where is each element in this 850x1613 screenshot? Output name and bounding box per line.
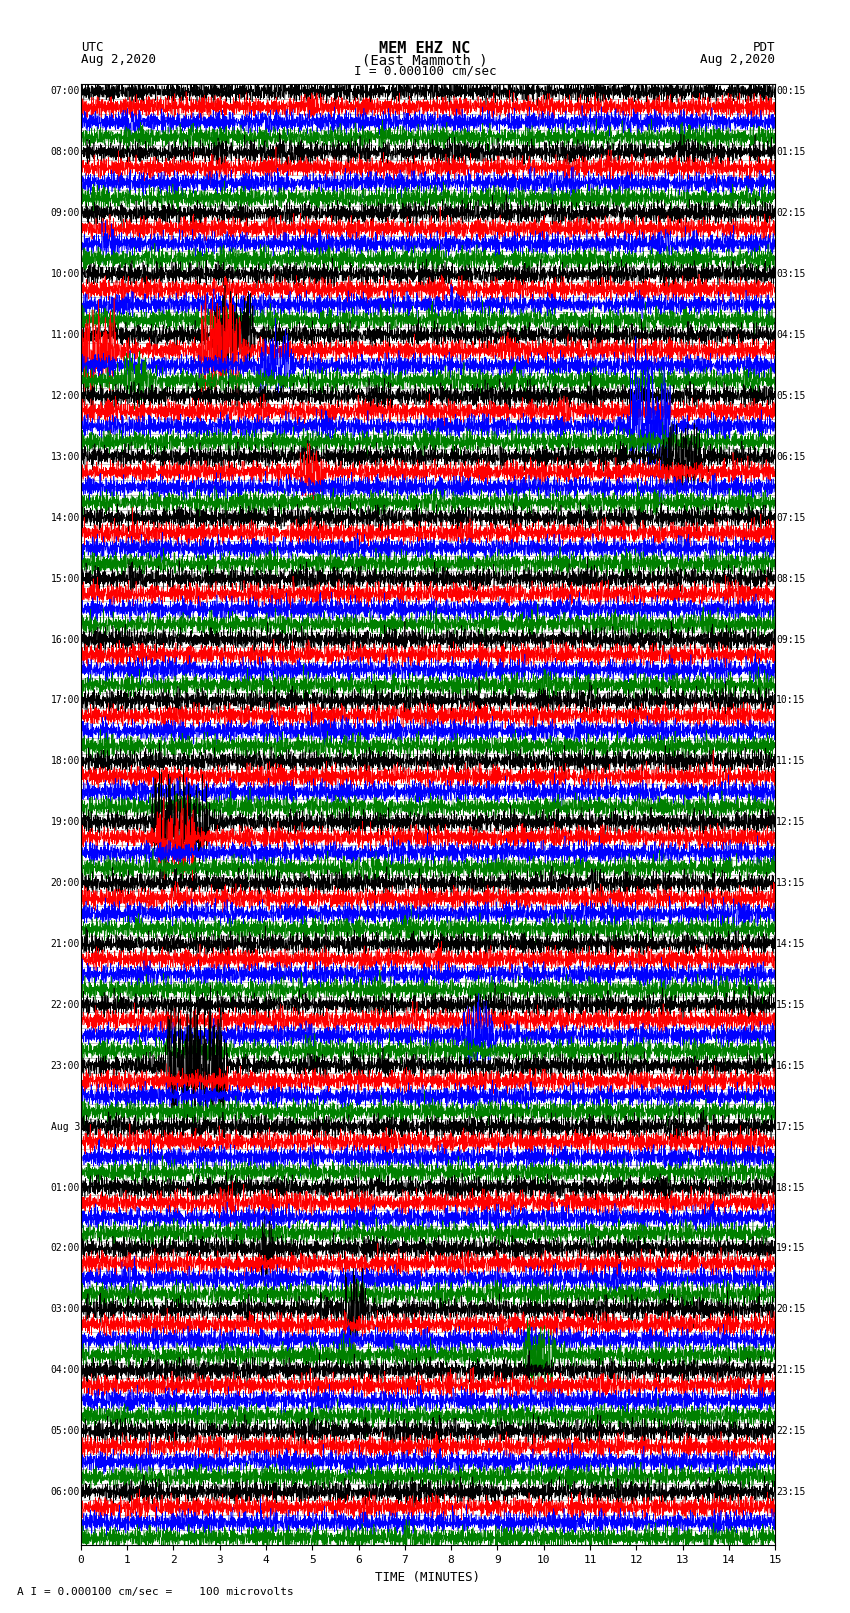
Text: 02:15: 02:15 xyxy=(776,208,805,218)
Text: 11:15: 11:15 xyxy=(776,756,805,766)
Text: A I = 0.000100 cm/sec =    100 microvolts: A I = 0.000100 cm/sec = 100 microvolts xyxy=(17,1587,294,1597)
Text: 08:15: 08:15 xyxy=(776,574,805,584)
Text: 05:00: 05:00 xyxy=(51,1426,80,1436)
Text: PDT: PDT xyxy=(753,40,775,55)
Text: (East Mammoth ): (East Mammoth ) xyxy=(362,53,488,68)
Text: 02:00: 02:00 xyxy=(51,1244,80,1253)
Text: Aug 3: Aug 3 xyxy=(51,1121,80,1132)
Text: 00:15: 00:15 xyxy=(776,87,805,97)
Text: 16:00: 16:00 xyxy=(51,634,80,645)
Text: 12:00: 12:00 xyxy=(51,390,80,402)
Text: 22:00: 22:00 xyxy=(51,1000,80,1010)
Text: 03:00: 03:00 xyxy=(51,1305,80,1315)
Text: 23:15: 23:15 xyxy=(776,1487,805,1497)
Text: UTC: UTC xyxy=(81,40,103,55)
Text: 04:15: 04:15 xyxy=(776,331,805,340)
Text: 14:15: 14:15 xyxy=(776,939,805,948)
Text: 14:00: 14:00 xyxy=(51,513,80,523)
Text: 20:00: 20:00 xyxy=(51,877,80,889)
Text: 07:00: 07:00 xyxy=(51,87,80,97)
Text: 10:00: 10:00 xyxy=(51,269,80,279)
Text: 22:15: 22:15 xyxy=(776,1426,805,1436)
Text: 01:15: 01:15 xyxy=(776,147,805,158)
Text: 23:00: 23:00 xyxy=(51,1061,80,1071)
Text: 07:15: 07:15 xyxy=(776,513,805,523)
Text: 18:00: 18:00 xyxy=(51,756,80,766)
Text: MEM EHZ NC: MEM EHZ NC xyxy=(379,40,471,56)
Text: 01:00: 01:00 xyxy=(51,1182,80,1192)
Text: 21:00: 21:00 xyxy=(51,939,80,948)
Text: 15:15: 15:15 xyxy=(776,1000,805,1010)
Text: 10:15: 10:15 xyxy=(776,695,805,705)
Text: 19:00: 19:00 xyxy=(51,818,80,827)
Text: 11:00: 11:00 xyxy=(51,331,80,340)
Text: 19:15: 19:15 xyxy=(776,1244,805,1253)
Text: I = 0.000100 cm/sec: I = 0.000100 cm/sec xyxy=(354,65,496,77)
Text: 17:15: 17:15 xyxy=(776,1121,805,1132)
Text: 21:15: 21:15 xyxy=(776,1365,805,1376)
Text: 03:15: 03:15 xyxy=(776,269,805,279)
Text: 04:00: 04:00 xyxy=(51,1365,80,1376)
Text: 06:15: 06:15 xyxy=(776,452,805,461)
Text: 09:00: 09:00 xyxy=(51,208,80,218)
X-axis label: TIME (MINUTES): TIME (MINUTES) xyxy=(376,1571,480,1584)
Text: 15:00: 15:00 xyxy=(51,574,80,584)
Text: Aug 2,2020: Aug 2,2020 xyxy=(81,53,156,66)
Text: 17:00: 17:00 xyxy=(51,695,80,705)
Text: 20:15: 20:15 xyxy=(776,1305,805,1315)
Text: 06:00: 06:00 xyxy=(51,1487,80,1497)
Text: 05:15: 05:15 xyxy=(776,390,805,402)
Text: 13:00: 13:00 xyxy=(51,452,80,461)
Text: 13:15: 13:15 xyxy=(776,877,805,889)
Text: 09:15: 09:15 xyxy=(776,634,805,645)
Text: 08:00: 08:00 xyxy=(51,147,80,158)
Text: 18:15: 18:15 xyxy=(776,1182,805,1192)
Text: 16:15: 16:15 xyxy=(776,1061,805,1071)
Text: 12:15: 12:15 xyxy=(776,818,805,827)
Text: Aug 2,2020: Aug 2,2020 xyxy=(700,53,775,66)
